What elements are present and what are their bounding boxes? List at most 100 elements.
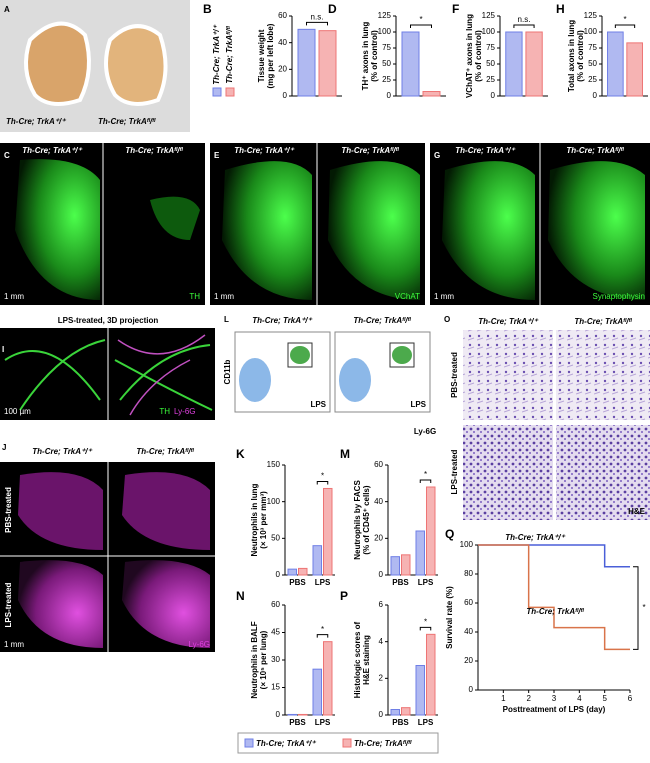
panel-label: O bbox=[444, 315, 450, 324]
y-tick-label: 60 bbox=[464, 598, 473, 607]
y-tick-label: 100 bbox=[584, 27, 598, 36]
y-axis-title: Histologic scores of bbox=[353, 621, 362, 698]
y-tick-label: 75 bbox=[382, 43, 391, 52]
panel-label: E bbox=[214, 151, 220, 160]
image-label: CD11b bbox=[223, 359, 232, 384]
y-tick-label: 25 bbox=[588, 75, 597, 84]
image-label: Th-Cre; TrkAᶠˡ/ᶠˡ bbox=[125, 146, 183, 155]
bar bbox=[298, 713, 308, 716]
x-tick-label: 4 bbox=[577, 694, 582, 703]
y-tick-label: 20 bbox=[464, 656, 473, 665]
y-tick-label: 0 bbox=[276, 710, 281, 719]
image bbox=[328, 161, 420, 300]
panel-label: P bbox=[340, 589, 348, 603]
image-label: VChAT bbox=[395, 292, 420, 301]
panel-label: C bbox=[4, 151, 10, 160]
panel-label: J bbox=[2, 443, 6, 452]
panel-label: K bbox=[236, 447, 245, 461]
image-label: Th-Cre; TrkA⁺/⁺ bbox=[22, 146, 82, 155]
panel-label: M bbox=[340, 447, 350, 461]
legend-swatch bbox=[212, 87, 222, 97]
x-tick-label: PBS bbox=[289, 578, 306, 587]
y-tick-label: 150 bbox=[267, 460, 281, 469]
y-axis-title: Neutrophils by FACS bbox=[353, 480, 362, 560]
annotation: * bbox=[321, 625, 324, 634]
image-label: Ly-6G bbox=[189, 640, 211, 649]
y-axis-title: (× 10³ per mm³) bbox=[259, 491, 268, 549]
bracket bbox=[316, 634, 329, 638]
bar bbox=[415, 530, 425, 576]
x-tick-label: PBS bbox=[392, 718, 409, 727]
image-label: 1 mm bbox=[4, 292, 24, 301]
x-tick-label: LPS bbox=[418, 578, 434, 587]
bar bbox=[426, 486, 436, 576]
y-tick-label: 40 bbox=[374, 497, 383, 506]
bar bbox=[390, 556, 400, 576]
y-tick-label: 0 bbox=[379, 570, 384, 579]
legend-label: Th-Cre; TrkA⁺/⁺ bbox=[505, 533, 565, 542]
y-tick-label: 100 bbox=[267, 497, 281, 506]
y-axis-title: H&E staining bbox=[362, 635, 371, 685]
bracket bbox=[316, 480, 329, 485]
bar bbox=[505, 31, 523, 97]
y-tick-label: 4 bbox=[379, 637, 384, 646]
bar bbox=[298, 567, 308, 576]
y-tick-label: 0 bbox=[276, 570, 281, 579]
legend-swatch bbox=[342, 738, 352, 748]
legend-box bbox=[237, 732, 439, 754]
survival-line bbox=[478, 544, 630, 651]
bar bbox=[415, 665, 425, 716]
bar bbox=[607, 31, 624, 97]
x-tick-label: LPS bbox=[418, 718, 434, 727]
lung-photo bbox=[104, 24, 168, 106]
bar bbox=[426, 633, 436, 716]
panel-label: B bbox=[203, 2, 212, 16]
image-label: Th-Cre; TrkAᶠˡ/ᶠˡ bbox=[574, 317, 632, 326]
y-tick-label: 15 bbox=[271, 683, 280, 692]
y-tick-label: 0 bbox=[593, 91, 598, 100]
image-label: PBS-treated bbox=[450, 352, 459, 398]
y-tick-label: 100 bbox=[460, 540, 474, 549]
bar bbox=[297, 28, 316, 97]
image-label: 1 mm bbox=[434, 292, 454, 301]
annotation: n.s. bbox=[518, 15, 531, 24]
y-tick-label: 0 bbox=[387, 91, 392, 100]
y-tick-label: 50 bbox=[486, 59, 495, 68]
y-axis-title: (× 10⁵ per lung) bbox=[259, 630, 268, 689]
y-tick-label: 125 bbox=[584, 11, 598, 20]
bar bbox=[401, 554, 411, 576]
image-label: 100 µm bbox=[4, 407, 31, 416]
annotation: * bbox=[642, 603, 645, 612]
x-tick-label: PBS bbox=[289, 718, 306, 727]
image-label: Ly-6G bbox=[174, 407, 196, 416]
panel-label: G bbox=[434, 151, 440, 160]
panel-label: L bbox=[224, 315, 229, 324]
bracket bbox=[410, 24, 432, 28]
y-tick-label: 40 bbox=[278, 38, 287, 47]
image bbox=[548, 161, 645, 300]
image-label: Th-Cre; TrkA⁺/⁺ bbox=[252, 316, 312, 325]
y-axis-title: TH⁺ axons in lung bbox=[361, 22, 370, 91]
legend-label: Th-Cre; TrkA⁺/⁺ bbox=[256, 739, 316, 748]
y-tick-label: 6 bbox=[379, 600, 384, 609]
y-tick-label: 60 bbox=[271, 600, 280, 609]
image-label: 1 mm bbox=[214, 292, 234, 301]
bar bbox=[323, 641, 333, 716]
x-tick-label: PBS bbox=[392, 578, 409, 587]
bracket bbox=[306, 21, 328, 26]
y-tick-label: 0 bbox=[491, 91, 496, 100]
bar bbox=[525, 31, 543, 97]
bar bbox=[287, 713, 297, 716]
y-tick-label: 0 bbox=[379, 710, 384, 719]
y-tick-label: 20 bbox=[374, 533, 383, 542]
image-label: 1 mm bbox=[4, 640, 24, 649]
image-label: TH bbox=[189, 292, 200, 301]
y-axis-title: (% of control) bbox=[474, 30, 483, 82]
image-label: Th-Cre; TrkA⁺/⁺ bbox=[455, 146, 515, 155]
image-label: Th-Cre; TrkAᶠˡ/ᶠˡ bbox=[566, 146, 624, 155]
annotation: * bbox=[321, 472, 324, 481]
image bbox=[222, 161, 312, 300]
annotation: * bbox=[424, 470, 427, 479]
y-axis-title: Neutrophils in lung bbox=[250, 483, 259, 556]
